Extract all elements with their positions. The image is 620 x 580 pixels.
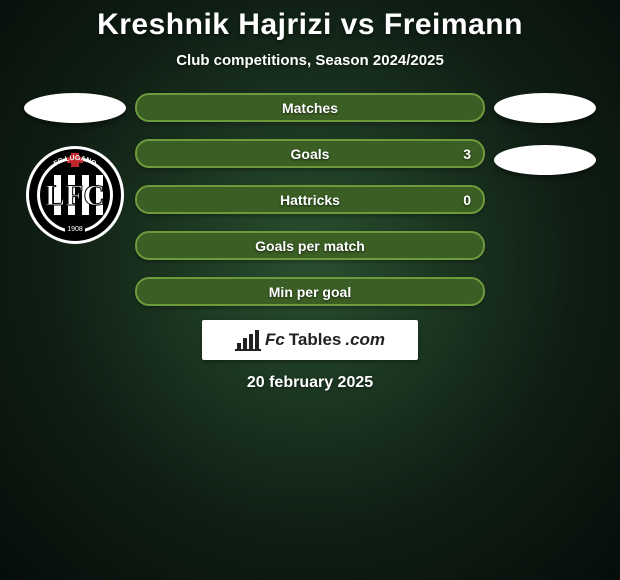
footer-date: 20 february 2025 — [247, 374, 373, 392]
brand-prefix: Fc — [265, 330, 285, 350]
branding-box[interactable]: FcTables.com — [202, 320, 418, 360]
bar-chart-icon — [235, 329, 261, 351]
left-club-badge: LFC FC LUGANO 1908 — [25, 145, 125, 245]
stat-bar-hattricks: Hattricks 0 — [135, 185, 485, 214]
stat-label: Hattricks — [137, 192, 483, 208]
lugano-badge-icon: LFC FC LUGANO 1908 — [25, 145, 125, 245]
stat-label: Matches — [137, 100, 483, 116]
right-player-column — [485, 93, 605, 306]
right-ellipse-bottom — [494, 145, 596, 175]
stat-value-right: 3 — [463, 146, 471, 162]
stat-bar-matches: Matches — [135, 93, 485, 122]
svg-text:1908: 1908 — [67, 226, 83, 233]
page-subtitle: Club competitions, Season 2024/2025 — [176, 52, 444, 69]
stat-label: Goals — [137, 146, 483, 162]
brand-main: Tables — [289, 330, 342, 350]
svg-text:LFC: LFC — [45, 179, 105, 212]
stat-label: Goals per match — [137, 238, 483, 254]
stat-bar-min-per-goal: Min per goal — [135, 277, 485, 306]
page-title: Kreshnik Hajrizi vs Freimann — [97, 8, 523, 42]
left-ellipse-top — [24, 93, 126, 123]
left-player-column: LFC FC LUGANO 1908 — [15, 93, 135, 306]
content-row: LFC FC LUGANO 1908 Matches Goals — [0, 93, 620, 306]
stat-bar-goals-per-match: Goals per match — [135, 231, 485, 260]
brand-suffix: .com — [345, 330, 385, 350]
stat-label: Min per goal — [137, 284, 483, 300]
stat-value-right: 0 — [463, 192, 471, 208]
stat-bars-column: Matches Goals 3 Hattricks 0 Goals per ma… — [135, 93, 485, 306]
main-container: Kreshnik Hajrizi vs Freimann Club compet… — [0, 0, 620, 580]
stat-bar-goals: Goals 3 — [135, 139, 485, 168]
right-ellipse-top — [494, 93, 596, 123]
